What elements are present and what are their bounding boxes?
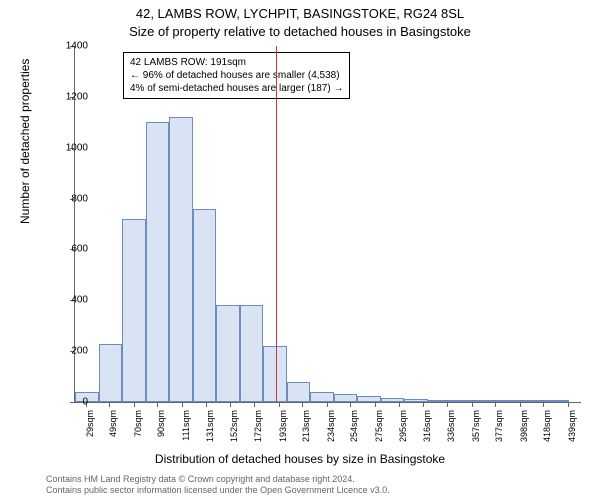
histogram-bar [381, 398, 405, 402]
x-tick-label: 111sqm [181, 410, 191, 460]
x-tick-label: 70sqm [133, 410, 143, 460]
annotation-line2: ← 96% of detached houses are smaller (4,… [130, 69, 343, 82]
x-tick [399, 402, 400, 407]
x-tick [206, 402, 207, 407]
x-tick-label: 131sqm [205, 410, 215, 460]
annotation-box: 42 LAMBS ROW: 191sqm ← 96% of detached h… [123, 52, 350, 99]
x-tick-label: 193sqm [278, 410, 288, 460]
histogram-bar [546, 400, 570, 402]
x-tick-label: 254sqm [349, 410, 359, 460]
x-tick [495, 402, 496, 407]
x-tick [182, 402, 183, 407]
histogram-bar [452, 400, 476, 402]
x-tick-label: 172sqm [253, 410, 263, 460]
x-tick [520, 402, 521, 407]
histogram-bar [146, 122, 170, 402]
y-tick-label: 1200 [58, 91, 88, 102]
histogram-bar [287, 382, 311, 402]
histogram-bar [310, 392, 334, 402]
histogram-bar [216, 305, 240, 402]
annotation-line1: 42 LAMBS ROW: 191sqm [130, 56, 343, 69]
x-tick [447, 402, 448, 407]
y-tick-label: 400 [58, 295, 88, 306]
x-tick [279, 402, 280, 407]
x-tick-label: 316sqm [422, 410, 432, 460]
x-tick-label: 377sqm [494, 410, 504, 460]
y-tick-label: 200 [58, 346, 88, 357]
histogram-bar [193, 209, 217, 402]
y-tick-label: 800 [58, 193, 88, 204]
x-tick-label: 398sqm [519, 410, 529, 460]
x-tick-label: 357sqm [471, 410, 481, 460]
x-tick [472, 402, 473, 407]
y-tick-label: 1400 [58, 41, 88, 52]
x-tick [423, 402, 424, 407]
histogram-bar [169, 117, 193, 402]
x-tick [568, 402, 569, 407]
histogram-bar [522, 400, 546, 402]
chart-container: 42, LAMBS ROW, LYCHPIT, BASINGSTOKE, RG2… [0, 0, 600, 500]
y-tick-label: 1000 [58, 142, 88, 153]
histogram-bar [357, 396, 381, 402]
y-tick-label: 0 [58, 397, 88, 408]
x-tick [254, 402, 255, 407]
y-tick-label: 600 [58, 244, 88, 255]
histogram-bar [404, 399, 428, 402]
chart-title-sub: Size of property relative to detached ho… [0, 24, 600, 39]
plot-area: 42 LAMBS ROW: 191sqm ← 96% of detached h… [74, 46, 581, 403]
histogram-bar [263, 346, 287, 402]
x-tick [157, 402, 158, 407]
y-axis-label: Number of detached properties [18, 59, 32, 224]
x-tick [350, 402, 351, 407]
x-tick-label: 49sqm [108, 410, 118, 460]
x-tick-label: 29sqm [85, 410, 95, 460]
x-tick-label: 418sqm [542, 410, 552, 460]
histogram-bar [122, 219, 146, 402]
chart-title-main: 42, LAMBS ROW, LYCHPIT, BASINGSTOKE, RG2… [0, 6, 600, 21]
annotation-line3: 4% of semi-detached houses are larger (1… [130, 82, 343, 95]
x-tick [302, 402, 303, 407]
reference-line [276, 46, 277, 402]
footer-line1: Contains HM Land Registry data © Crown c… [46, 474, 390, 485]
x-tick-label: 213sqm [301, 410, 311, 460]
x-tick-label: 275sqm [374, 410, 384, 460]
histogram-bar [240, 305, 264, 402]
x-tick-label: 295sqm [398, 410, 408, 460]
x-tick-label: 152sqm [229, 410, 239, 460]
x-tick-label: 234sqm [326, 410, 336, 460]
footer-line2: Contains public sector information licen… [46, 485, 390, 496]
histogram-bar [428, 400, 452, 402]
footer-attribution: Contains HM Land Registry data © Crown c… [46, 474, 390, 497]
x-tick [375, 402, 376, 407]
x-tick [230, 402, 231, 407]
x-tick-label: 439sqm [567, 410, 577, 460]
x-tick-label: 336sqm [446, 410, 456, 460]
histogram-bar [334, 394, 358, 402]
x-tick [109, 402, 110, 407]
x-tick [134, 402, 135, 407]
x-tick [327, 402, 328, 407]
histogram-bar [99, 344, 123, 402]
histogram-bar [475, 400, 499, 402]
histogram-bar [499, 400, 523, 402]
x-tick-label: 90sqm [156, 410, 166, 460]
x-tick [543, 402, 544, 407]
